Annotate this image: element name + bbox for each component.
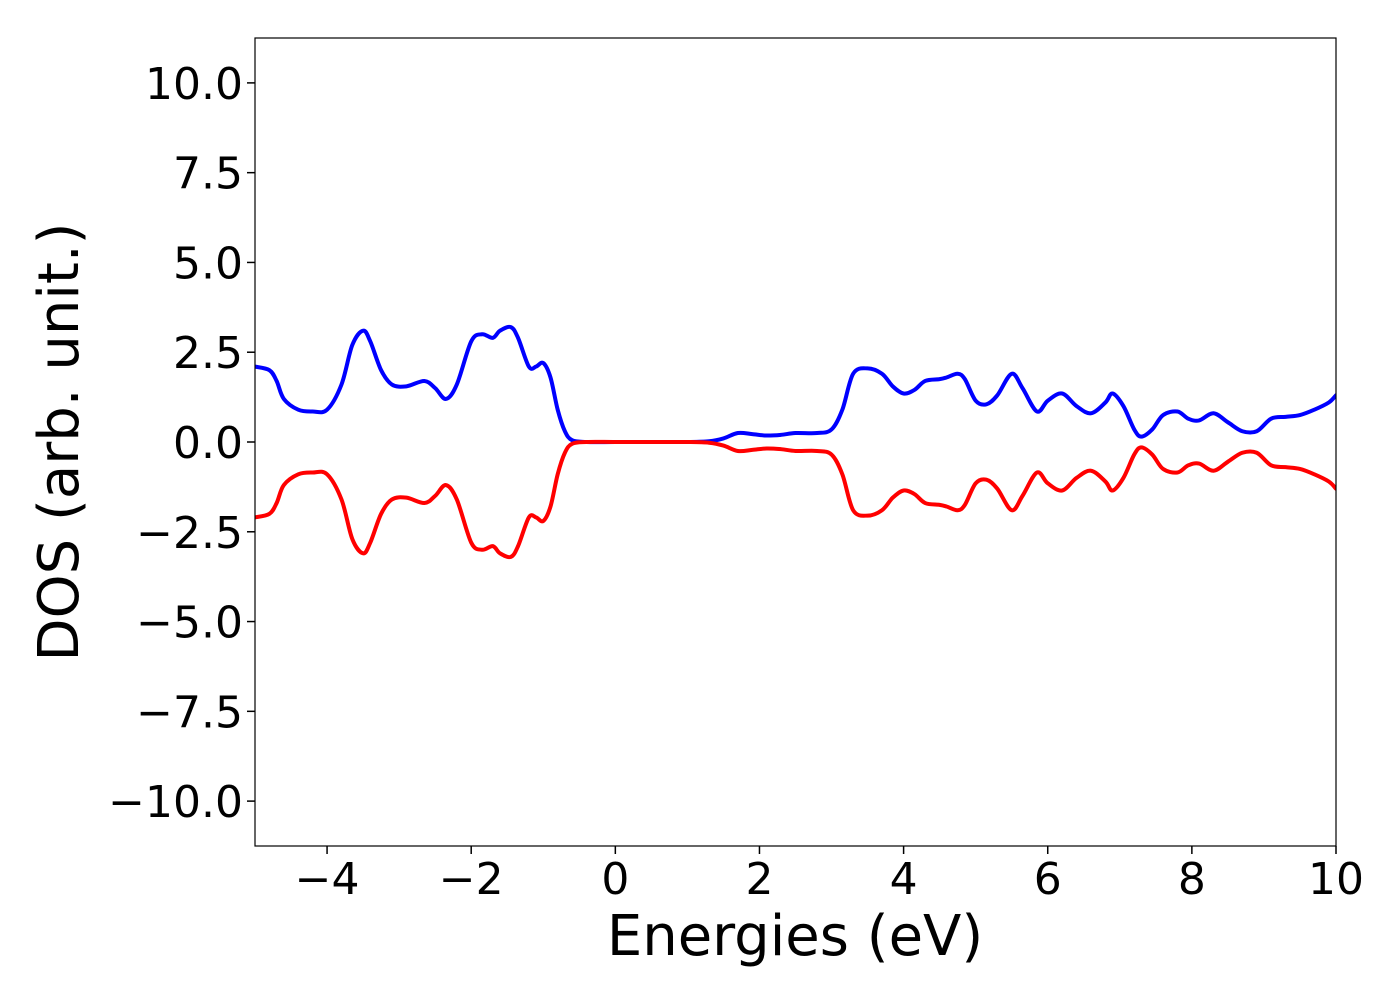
y-tick-label: 10.0: [145, 59, 243, 110]
y-axis-label: DOS (arb. unit.): [27, 222, 92, 661]
x-tick-label: 10: [1308, 854, 1364, 905]
y-tick-label: −2.5: [136, 508, 243, 559]
y-tick-label: −5.0: [136, 598, 243, 649]
plot-area: [255, 324, 1336, 560]
y-tick-label: 5.0: [173, 238, 243, 289]
dos-spin-up-line: [255, 324, 1336, 445]
x-axis-label: Energies (eV): [607, 904, 983, 969]
dos-spin-down-line: [255, 439, 1336, 560]
y-tick-label: −7.5: [136, 687, 243, 738]
x-tick-label: −4: [295, 854, 360, 905]
x-tick-label: 2: [745, 854, 773, 905]
y-tick-label: 0.0: [173, 418, 243, 469]
plot-frame: [254, 37, 1337, 847]
x-tick-label: 0: [601, 854, 629, 905]
y-tick-label: 7.5: [173, 149, 243, 200]
x-tick-label: 8: [1178, 854, 1206, 905]
x-tick-label: 4: [890, 854, 918, 905]
x-tick-label: −2: [439, 854, 504, 905]
y-tick-label: −10.0: [108, 777, 243, 828]
axes: −4 −2 0 2 4 6 8 10 10.0 7.5 5.0 2.5 0.0 −2.5 −5.0 −7.5 −…: [108, 37, 1364, 905]
x-tick-label: 6: [1034, 854, 1062, 905]
y-tick-label: 2.5: [173, 328, 243, 379]
